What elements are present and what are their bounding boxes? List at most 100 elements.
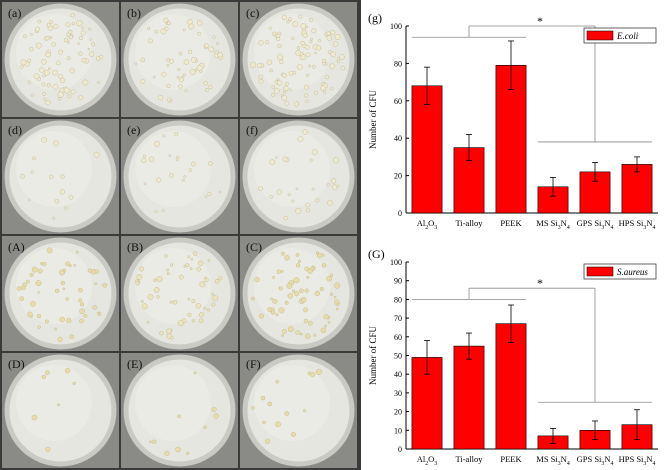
colony: [286, 283, 293, 289]
colony: [46, 22, 52, 28]
colony: [323, 314, 329, 320]
colony: [315, 45, 322, 51]
petri-dish-panel: (B): [121, 236, 238, 351]
colony: [141, 303, 148, 310]
y-tick-label: 20: [394, 408, 402, 417]
colony: [196, 20, 203, 26]
colony: [298, 14, 303, 19]
colony: [258, 313, 264, 319]
colony: [208, 161, 213, 166]
colony: [154, 210, 158, 214]
colony: [169, 58, 174, 64]
colony: [46, 83, 51, 88]
colony: [16, 286, 22, 291]
colony: [45, 446, 51, 452]
colony: [333, 296, 337, 299]
colony: [166, 21, 171, 25]
colony: [275, 156, 278, 159]
colony: [323, 90, 327, 94]
colony: [40, 59, 47, 65]
colony: [65, 261, 70, 267]
colony: [251, 406, 255, 410]
bar: [411, 85, 443, 214]
colony: [265, 40, 270, 45]
colony: [139, 266, 145, 272]
colony: [43, 97, 47, 101]
colony: [37, 268, 43, 274]
colony: [262, 420, 266, 425]
petri-dish-photo: [121, 236, 238, 351]
colony: [73, 264, 76, 267]
colony: [97, 81, 101, 84]
colony: [287, 326, 294, 333]
colony: [41, 136, 48, 143]
colony: [27, 311, 33, 317]
colony: [80, 30, 86, 36]
colony: [273, 88, 280, 95]
colony: [309, 158, 313, 162]
colony: [327, 50, 332, 54]
colony: [37, 291, 40, 294]
panel-label: (b): [127, 6, 141, 20]
colony: [75, 250, 79, 254]
colony: [184, 89, 188, 93]
colony: [281, 334, 284, 337]
petri-dish-panel: (c): [240, 2, 357, 117]
colony: [307, 268, 313, 274]
colony: [92, 305, 98, 310]
colony: [20, 285, 26, 291]
colony: [294, 291, 300, 297]
colony: [53, 24, 59, 30]
colony: [177, 320, 184, 327]
colony: [334, 34, 341, 40]
colony: [271, 93, 275, 97]
colony: [198, 318, 204, 323]
colony: [81, 26, 84, 30]
colony: [54, 198, 60, 204]
colony: [334, 282, 341, 289]
colony: [293, 277, 300, 284]
colony: [287, 193, 291, 197]
colony: [166, 268, 169, 272]
colony: [31, 414, 38, 421]
colony: [53, 140, 59, 147]
colony: [303, 84, 309, 90]
colony: [177, 68, 181, 72]
colony: [278, 307, 285, 314]
colony: [283, 215, 288, 221]
panel-label: (a): [8, 6, 22, 20]
colony: [19, 296, 25, 302]
colony: [154, 140, 160, 147]
petri-dish-panel: (f): [240, 119, 357, 234]
colony: [187, 19, 193, 25]
colony: [45, 100, 51, 106]
colony: [35, 26, 40, 32]
y-tick-label: 70: [394, 314, 402, 323]
colony: [258, 79, 264, 84]
colony: [205, 88, 209, 92]
colony: [281, 251, 285, 256]
x-tick-label: Ti-alloy: [455, 218, 483, 228]
colony: [281, 270, 284, 273]
petri-dish-photo: [240, 119, 357, 234]
colony: [191, 161, 196, 167]
colony: [331, 184, 338, 191]
colony: [326, 31, 331, 36]
colony: [51, 42, 56, 47]
colony: [166, 328, 172, 334]
y-tick-label: 100: [390, 258, 402, 267]
colony: [173, 132, 179, 137]
petri-dish-photo: [2, 353, 119, 468]
colony: [266, 59, 273, 66]
colony: [275, 379, 280, 384]
colony: [57, 73, 63, 79]
y-tick-label: 0: [398, 445, 402, 454]
colony: [330, 30, 336, 36]
colony: [149, 440, 152, 444]
y-tick-label: 0: [398, 209, 402, 218]
colony: [327, 200, 333, 206]
colony: [267, 401, 272, 407]
colony: [156, 295, 160, 299]
colony: [78, 51, 83, 56]
colony: [272, 31, 277, 36]
